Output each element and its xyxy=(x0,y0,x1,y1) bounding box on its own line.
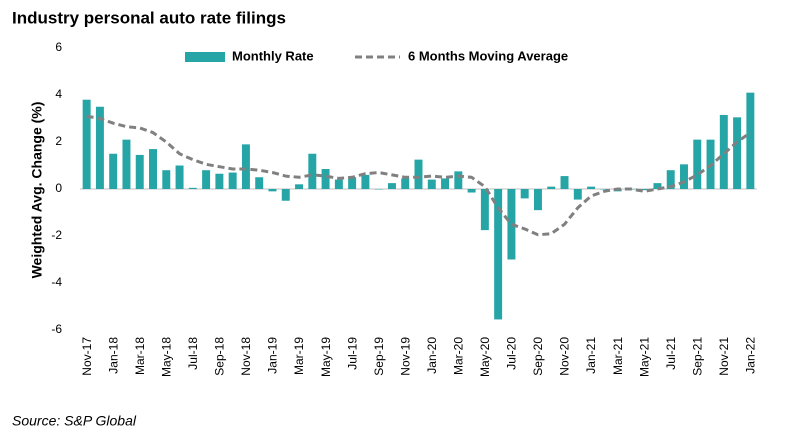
bar xyxy=(520,189,529,199)
bar xyxy=(334,179,343,189)
bar xyxy=(215,173,224,189)
bar xyxy=(202,170,211,189)
bar xyxy=(308,153,317,189)
x-tick-label: Jan-18 xyxy=(106,337,120,374)
source: Source: S&P Global xyxy=(12,413,137,429)
bar xyxy=(374,189,383,190)
bar xyxy=(295,184,304,189)
bar xyxy=(255,177,264,189)
bar xyxy=(95,106,104,189)
legend-label: 6 Months Moving Average xyxy=(408,48,568,63)
bar xyxy=(640,189,649,191)
x-tick-label: May-21 xyxy=(637,337,651,377)
x-tick-label: Mar-21 xyxy=(611,337,625,375)
bar xyxy=(600,189,609,190)
x-tick-label: Nov-20 xyxy=(558,337,572,376)
bar xyxy=(241,144,250,189)
x-tick-label: Jan-22 xyxy=(744,337,758,374)
bar xyxy=(321,169,330,189)
bar xyxy=(533,189,542,211)
y-tick-label: -4 xyxy=(51,275,62,289)
bar xyxy=(122,139,131,189)
bar xyxy=(587,186,596,189)
bar xyxy=(454,171,463,189)
x-tick-label: Nov-21 xyxy=(717,337,731,376)
bar xyxy=(188,187,197,189)
x-tick-label: Jul-18 xyxy=(186,337,200,370)
bar xyxy=(228,172,237,189)
bar xyxy=(680,164,688,189)
bar xyxy=(693,139,702,189)
legend-label: Monthly Rate xyxy=(232,48,314,63)
x-tick-label: Jul-19 xyxy=(345,337,359,370)
bar xyxy=(348,177,357,189)
bar xyxy=(467,189,476,193)
bar xyxy=(109,153,118,189)
bar xyxy=(82,99,91,189)
y-tick-label: 6 xyxy=(55,40,62,54)
bar xyxy=(666,170,675,189)
y-tick-label: 4 xyxy=(55,87,62,101)
x-tick-label: Mar-19 xyxy=(292,337,306,375)
x-tick-label: Jan-20 xyxy=(425,337,439,374)
x-tick-label: Nov-18 xyxy=(239,337,253,376)
bar xyxy=(361,174,370,189)
x-tick-label: Nov-17 xyxy=(80,337,94,376)
chart-title: Industry personal auto rate filings xyxy=(12,8,286,27)
x-tick-label: Mar-18 xyxy=(133,337,147,375)
x-tick-label: May-19 xyxy=(319,337,333,377)
bar xyxy=(746,92,755,189)
bar xyxy=(441,178,450,189)
y-tick-label: 2 xyxy=(55,134,62,148)
bar xyxy=(135,154,144,189)
bar xyxy=(733,117,742,189)
legend-swatch xyxy=(185,52,225,62)
x-tick-label: Sep-21 xyxy=(690,337,704,376)
x-tick-label: Jan-21 xyxy=(584,337,598,374)
y-tick-label: 0 xyxy=(55,181,62,195)
moving-average-line xyxy=(86,114,752,237)
x-tick-label: Jan-19 xyxy=(266,337,280,374)
bar xyxy=(281,189,290,201)
bar xyxy=(480,189,489,231)
x-tick-label: Mar-20 xyxy=(451,337,465,375)
bar xyxy=(268,189,277,192)
bar xyxy=(162,170,171,189)
bar xyxy=(653,183,662,189)
bar xyxy=(149,149,157,189)
x-tick-label: Nov-19 xyxy=(398,337,412,376)
x-tick-label: Sep-20 xyxy=(531,337,545,376)
x-tick-label: Sep-18 xyxy=(213,337,227,376)
bar xyxy=(494,189,503,320)
y-tick-label: -6 xyxy=(51,322,62,336)
x-tick-label: May-20 xyxy=(478,337,492,377)
bar xyxy=(414,159,423,189)
x-tick-label: May-18 xyxy=(159,337,173,377)
bar xyxy=(560,176,569,189)
bar xyxy=(387,183,396,189)
bar xyxy=(573,189,582,200)
x-tick-label: Sep-19 xyxy=(372,337,386,376)
y-axis-title: Weighted Avg. Change (%) xyxy=(29,102,45,279)
x-tick-label: Jul-21 xyxy=(664,337,678,370)
x-tick-label: Jul-20 xyxy=(505,337,519,370)
bar xyxy=(175,165,184,189)
bar xyxy=(401,178,410,189)
bar xyxy=(547,186,556,189)
bar xyxy=(427,179,436,189)
y-tick-label: -2 xyxy=(51,228,62,242)
